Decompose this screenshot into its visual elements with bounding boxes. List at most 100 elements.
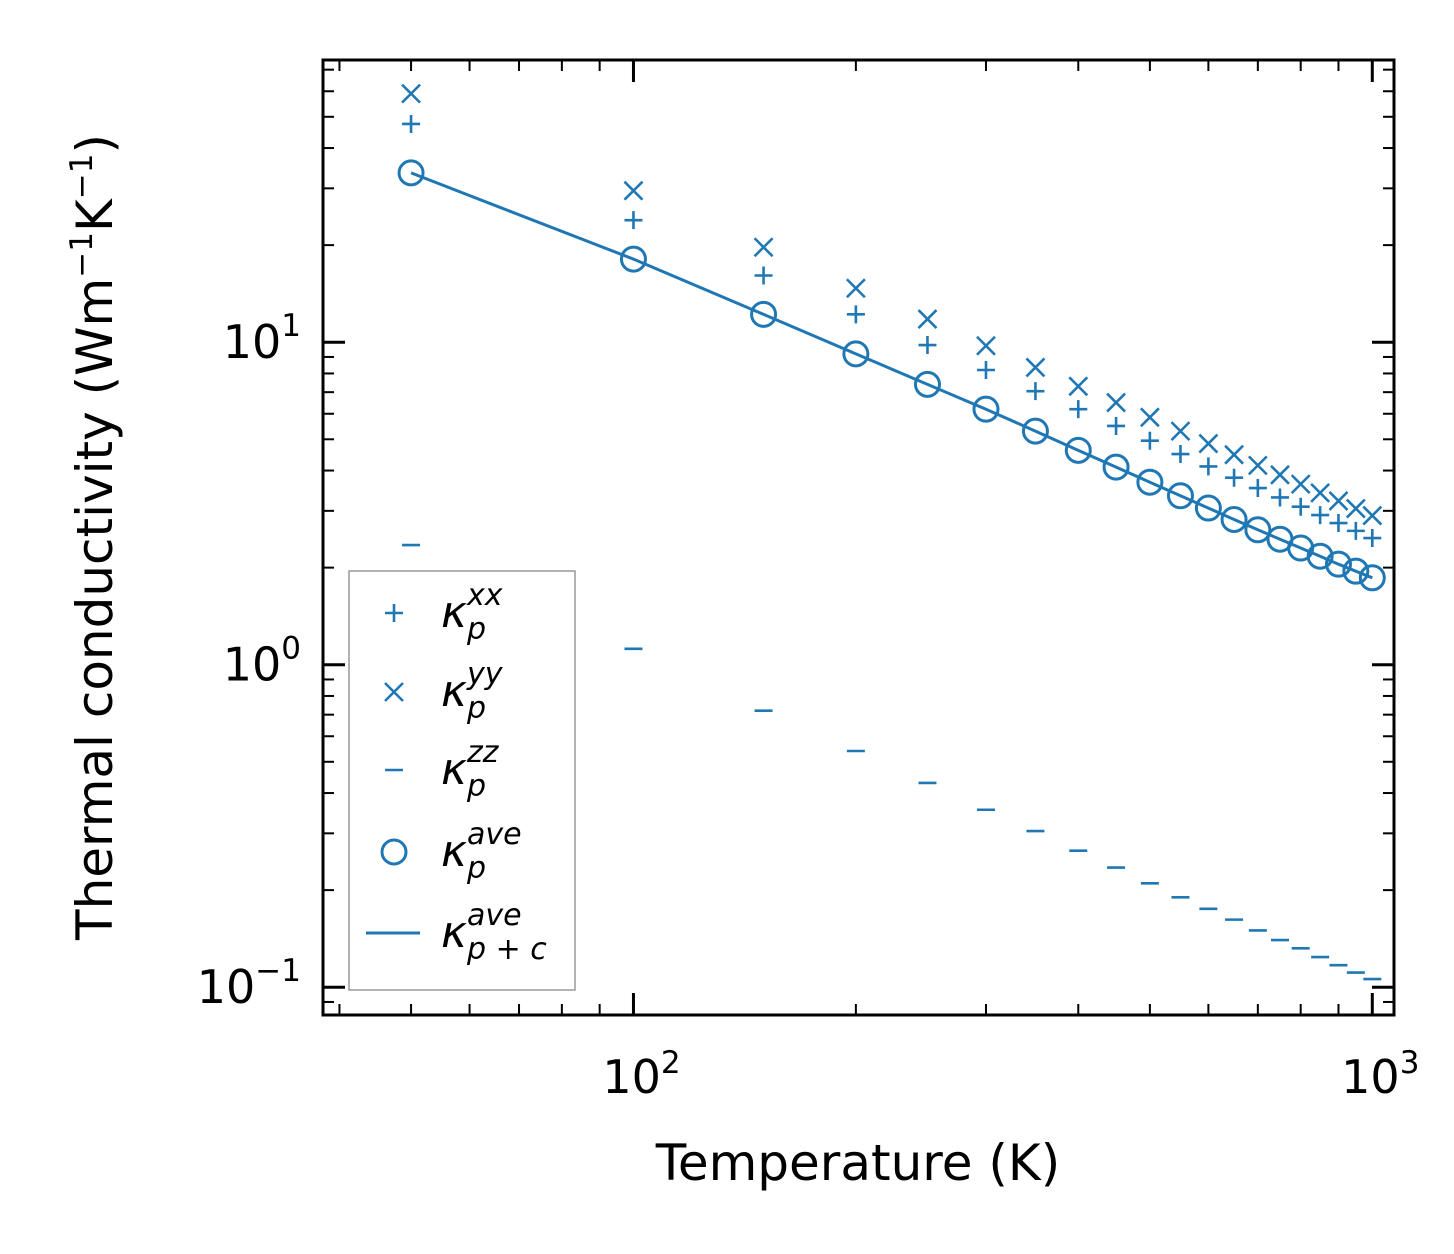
point-kappa-p-ave: [1358, 564, 1386, 592]
y-tick-label: 10−1: [197, 953, 301, 1014]
point-kappa-p-yy: [753, 237, 774, 258]
point-kappa-p-ave: [1166, 482, 1194, 510]
point-kappa-p-yy: [1170, 421, 1191, 442]
legend-subscript: p: [466, 769, 486, 804]
legend-symbol: κ: [441, 744, 467, 795]
point-kappa-p-xx: [1171, 445, 1190, 464]
legend-box: [348, 570, 576, 991]
point-kappa-p-ave: [913, 370, 941, 398]
y-tick-label-exponent: 1: [281, 308, 301, 344]
legend-label: κzz p: [441, 735, 500, 804]
y-tick-label-base: 10: [223, 315, 282, 369]
y-axis-label-exp1: −1: [64, 232, 100, 278]
x-tick-label: 103: [1341, 1045, 1419, 1104]
point-kappa-p-ave: [619, 245, 647, 273]
point-kappa-p-ave: [1102, 453, 1130, 481]
point-kappa-p-xx: [1026, 382, 1045, 401]
point-kappa-p-xx: [1363, 529, 1382, 548]
legend-superscript: yy: [466, 657, 504, 692]
point-kappa-p-xx: [1225, 468, 1244, 487]
minor-ticks: [323, 60, 1394, 1015]
series-kappa-p-zz: [402, 543, 1382, 981]
legend-plus-swatch: [385, 604, 403, 622]
point-kappa-p-yy: [1106, 392, 1126, 413]
point-kappa-p-yy: [1270, 464, 1290, 485]
point-kappa-p-ave: [1220, 506, 1248, 534]
legend-subscript: p: [466, 851, 486, 886]
point-kappa-p-xx: [1311, 506, 1330, 525]
legend-label: κave p + c: [441, 898, 547, 967]
point-kappa-p-xx: [1140, 431, 1159, 450]
point-kappa-p-yy: [917, 309, 938, 329]
point-kappa-p-ave: [1064, 436, 1092, 464]
point-kappa-p-yy: [1290, 474, 1311, 495]
point-kappa-p-yy: [1068, 376, 1089, 397]
point-kappa-p-ave: [972, 395, 1000, 423]
y-tick-label-base: 10: [223, 638, 282, 692]
legend-symbol: κ: [441, 666, 467, 717]
point-kappa-p-ave: [1194, 494, 1222, 522]
point-kappa-p-xx: [1346, 521, 1365, 540]
point-kappa-p-yy: [1139, 407, 1160, 428]
point-kappa-p-ave: [397, 159, 425, 187]
point-kappa-p-xx: [1107, 416, 1126, 435]
legend-entry-4: κave p: [380, 817, 522, 886]
point-kappa-p-yy: [976, 335, 996, 356]
point-kappa-p-yy: [1345, 498, 1366, 519]
point-kappa-p-ave: [1306, 542, 1334, 570]
legend-subscript: p + c: [466, 932, 547, 967]
y-axis-label-end: ): [66, 134, 124, 154]
y-axis-label-exp2: −1: [64, 154, 100, 200]
legend-x-swatch: [384, 682, 404, 702]
y-tick-label-exponent: −1: [255, 953, 301, 989]
legend-entry-2: κyy p: [384, 657, 504, 726]
y-axis-label-mid: K: [66, 198, 124, 232]
point-kappa-p-ave: [750, 300, 778, 328]
legend-subscript: p: [466, 612, 486, 647]
y-tick-label: 101: [223, 308, 301, 369]
plot-frame: [321, 58, 1396, 1017]
point-kappa-p-yy: [1247, 455, 1268, 476]
point-kappa-p-yy: [1025, 357, 1046, 378]
legend-symbol: κ: [441, 826, 467, 877]
point-kappa-p-xx: [1270, 488, 1289, 507]
series-kappa-p-yy: [401, 83, 1383, 526]
series-kappa-pc-ave-line: [410, 171, 1373, 580]
legend-circle-swatch: [380, 838, 408, 866]
x-tick-label-base: 10: [602, 1050, 661, 1104]
point-kappa-p-ave: [1021, 417, 1049, 445]
major-ticks: [323, 60, 1394, 1015]
x-axis-label: Temperature (K): [655, 1134, 1060, 1192]
point-kappa-p-ave: [1244, 516, 1272, 544]
point-kappa-p-xx: [624, 211, 643, 230]
point-kappa-p-yy: [1362, 505, 1383, 526]
legend-label: κxx p: [441, 578, 503, 647]
legend-label: κyy p: [441, 657, 504, 726]
y-tick-label-base: 10: [197, 960, 256, 1014]
legend-symbol: κ: [441, 907, 467, 958]
legend-superscript: ave: [467, 898, 522, 933]
y-tick-label-exponent: 0: [281, 631, 301, 667]
legend-superscript: xx: [466, 578, 503, 613]
legend-entry-5: κave p + c: [366, 898, 547, 967]
y-axis-label-main: Thermal conductivity (Wm: [66, 278, 124, 941]
y-axis-label: Thermal conductivity (Wm−1K−1): [64, 134, 124, 941]
legend-label: κave p: [441, 817, 522, 886]
series-kappa-p-xx: [402, 114, 1382, 548]
point-kappa-p-xx: [1069, 400, 1088, 419]
point-kappa-p-yy: [1198, 433, 1219, 454]
point-kappa-p-yy: [1328, 491, 1349, 511]
legend-entry-1: κxx p: [385, 578, 503, 647]
point-kappa-p-yy: [623, 180, 644, 201]
point-kappa-p-xx: [402, 114, 421, 133]
series-layer: [397, 83, 1386, 981]
legend-superscript: ave: [467, 817, 522, 852]
point-kappa-p-yy: [1310, 482, 1331, 503]
point-kappa-p-yy: [401, 83, 421, 104]
point-kappa-p-ave: [1136, 468, 1164, 496]
point-kappa-p-ave: [1324, 550, 1352, 578]
series-kappa-p-ave: [397, 159, 1386, 592]
